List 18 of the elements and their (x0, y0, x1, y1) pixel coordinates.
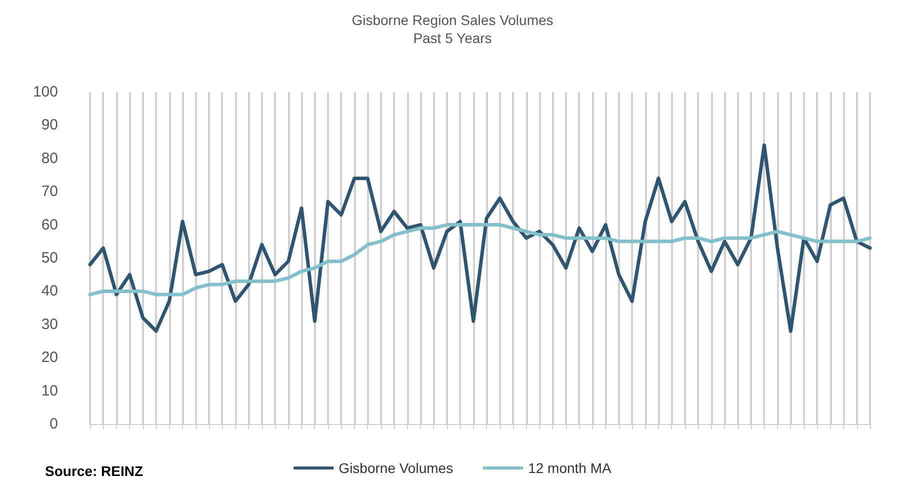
y-tick-label: 20 (41, 349, 58, 366)
y-tick-label: 0 (50, 416, 58, 432)
y-tick-label: 70 (41, 183, 58, 200)
legend-label: 12 month MA (528, 460, 612, 476)
y-tick-label: 10 (41, 382, 58, 400)
line-series (88, 143, 872, 333)
y-tick-label: 60 (41, 216, 58, 234)
line-series (88, 223, 872, 296)
legend-label: Gisborne Volumes (338, 460, 454, 476)
y-tick-label: 90 (41, 116, 58, 134)
y-tick-label: 30 (41, 316, 58, 333)
chart-subtitle: Past 5 Years (413, 30, 492, 46)
source-note: Source: REINZ (45, 463, 144, 479)
y-tick-label: 40 (41, 282, 58, 300)
y-tick-label: 100 (32, 84, 58, 100)
y-tick-label: 50 (41, 250, 58, 266)
y-tick-label: 80 (41, 150, 58, 167)
chart-title: Gisborne Region Sales Volumes (352, 12, 554, 28)
